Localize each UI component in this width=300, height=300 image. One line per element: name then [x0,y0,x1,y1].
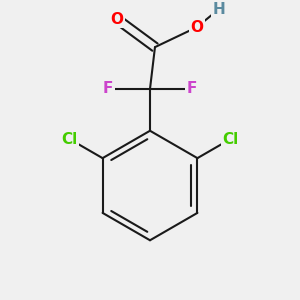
Text: O: O [111,12,124,27]
Text: F: F [187,81,197,96]
Text: Cl: Cl [222,132,238,147]
Text: F: F [103,81,113,96]
Text: Cl: Cl [62,132,78,147]
Text: H: H [212,2,225,17]
Text: O: O [190,20,203,35]
